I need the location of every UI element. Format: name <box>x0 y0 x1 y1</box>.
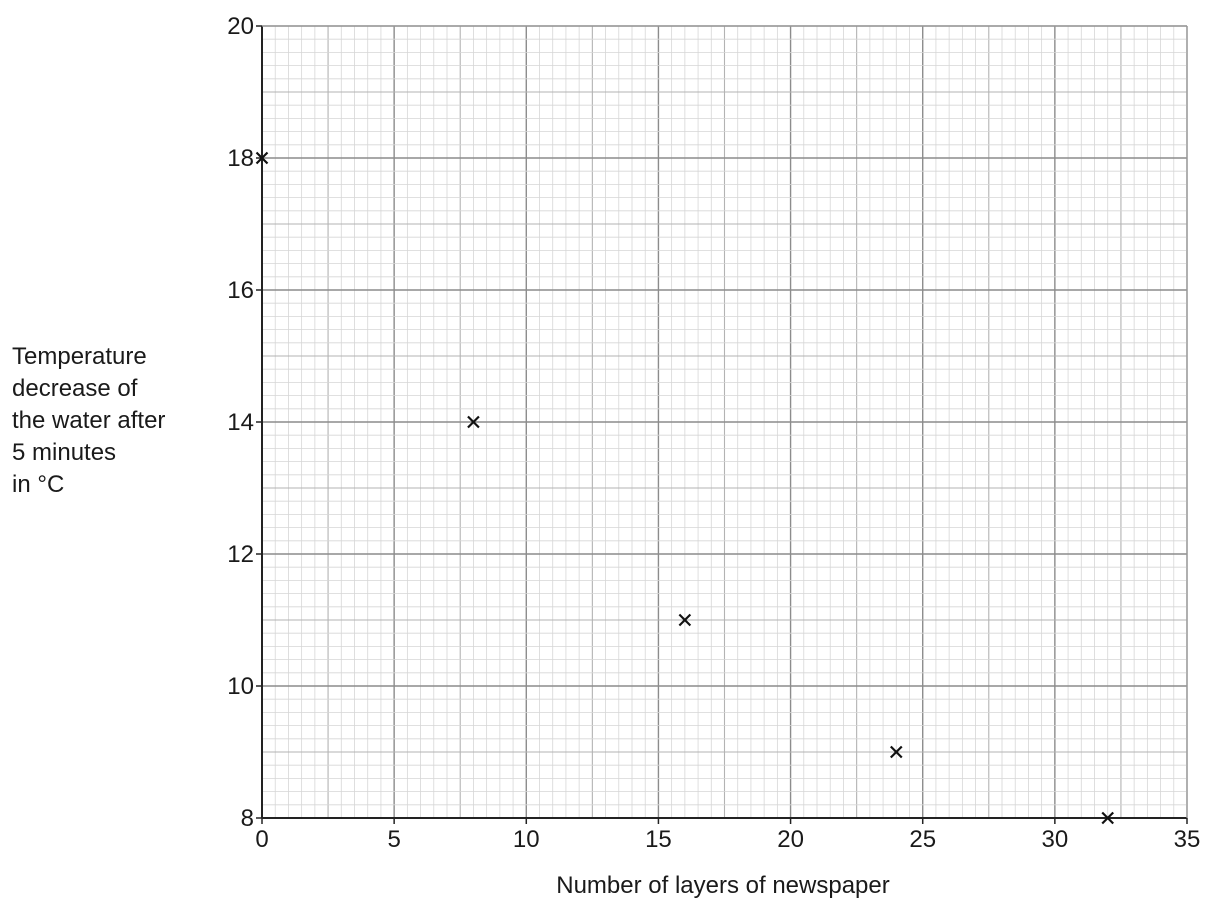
y-tick-label: 10 <box>227 673 254 700</box>
y-axis-label-line: decrease of <box>12 375 138 402</box>
marker-stroke <box>678 613 692 627</box>
x-tick-label: 15 <box>645 826 672 853</box>
chart-grid <box>261 25 1188 819</box>
data-point-marker <box>255 151 269 165</box>
y-tick-label: 8 <box>241 805 254 832</box>
marker-stroke <box>1101 811 1114 825</box>
y-tick-label: 12 <box>227 541 254 568</box>
marker-stroke <box>890 745 903 759</box>
y-axis-label-line: 5 minutes <box>12 439 117 466</box>
data-point-marker <box>1101 811 1114 825</box>
x-tick-label: 20 <box>777 826 804 853</box>
x-tick-label: 5 <box>387 826 400 853</box>
y-axis-label-line: Temperature <box>12 343 147 370</box>
data-points <box>255 151 1114 825</box>
x-tick-label: 30 <box>1042 826 1069 853</box>
x-tick-label: 25 <box>909 826 936 853</box>
x-tick-label: 10 <box>513 826 540 853</box>
y-axis-label-line: the water after <box>12 407 166 434</box>
x-axis-label: Number of layers of newspaper <box>556 872 890 899</box>
y-axis-label: Temperature decrease of the water after … <box>12 341 212 501</box>
data-point-marker <box>467 415 480 429</box>
data-point-marker <box>678 613 692 627</box>
marker-stroke <box>467 415 480 429</box>
x-tick-label: 35 <box>1174 826 1201 853</box>
tick-labels: 0 5 10 15 20 25 30 35 8 10 12 14 16 18 20 <box>227 13 1200 853</box>
y-tick-label: 16 <box>227 277 254 304</box>
y-tick-label: 14 <box>227 409 254 436</box>
y-axis-label-line: in °C <box>12 471 65 498</box>
x-tick-label: 0 <box>255 826 268 853</box>
y-tick-label: 20 <box>227 13 254 40</box>
y-tick-label: 18 <box>227 145 254 172</box>
marker-stroke <box>255 151 269 165</box>
data-point-marker <box>890 745 903 759</box>
